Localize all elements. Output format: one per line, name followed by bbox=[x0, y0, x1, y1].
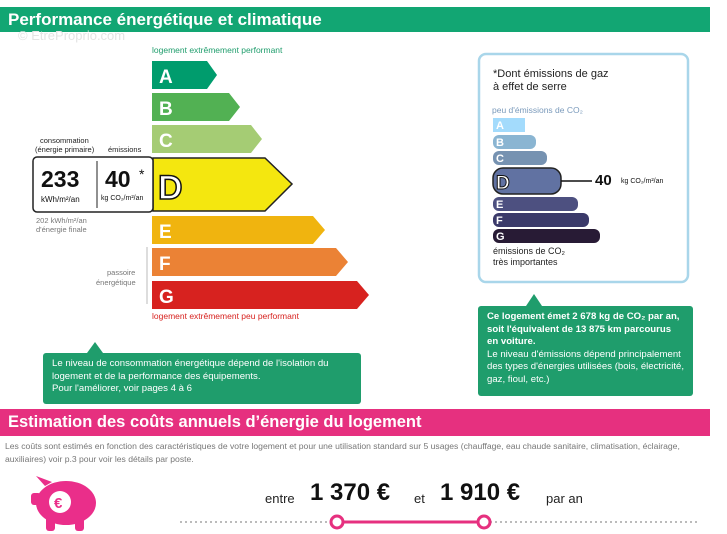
note-pointer bbox=[526, 294, 542, 306]
ges-bar bbox=[493, 118, 525, 132]
emissions-note: Ce logement émet 2 678 kg de CO₂ par an,… bbox=[478, 306, 693, 396]
ges-letter: F bbox=[496, 215, 503, 227]
class-letter: F bbox=[159, 254, 171, 275]
final-energy-caption: d'énergie finale bbox=[36, 225, 87, 234]
cost-word: et bbox=[414, 491, 425, 506]
ges-letter: G bbox=[496, 231, 505, 243]
value-box bbox=[32, 156, 154, 213]
energy-bars bbox=[32, 61, 369, 309]
caption: consommation bbox=[40, 136, 89, 145]
svg-text:€: € bbox=[54, 495, 63, 512]
ges-bar bbox=[493, 213, 589, 227]
ges-bar bbox=[493, 151, 547, 165]
class-letter: B bbox=[159, 99, 173, 120]
emissions-unit: kg CO₂/m²/an bbox=[101, 195, 144, 202]
class-bar bbox=[152, 61, 217, 89]
ges-bar bbox=[493, 197, 578, 211]
emissions-value: 40 bbox=[105, 166, 131, 192]
class-letter: E bbox=[159, 222, 172, 243]
note-pointer bbox=[87, 342, 103, 353]
class-bar bbox=[152, 125, 262, 153]
ges-letter: C bbox=[496, 153, 504, 165]
header-title: Performance énergétique et climatique bbox=[8, 10, 322, 29]
ges-letter: B bbox=[496, 137, 504, 149]
class-letter: C bbox=[159, 131, 173, 152]
costs-title: Estimation des coûts annuels d’énergie d… bbox=[8, 413, 422, 431]
range-dot bbox=[329, 514, 345, 530]
range-dot bbox=[476, 514, 492, 530]
class-letter: G bbox=[159, 287, 174, 308]
note-text: Le niveau d'émissions dépend principalem… bbox=[487, 348, 684, 385]
piggy-icon: € bbox=[31, 476, 96, 531]
header-bar bbox=[0, 7, 710, 32]
emissions-star: * bbox=[139, 166, 145, 182]
consumption-value: 233 bbox=[41, 166, 80, 192]
ges-letter-current: D bbox=[496, 173, 510, 194]
top-label: logement extrêmement performant bbox=[152, 45, 283, 55]
ges-value: 40 bbox=[595, 172, 612, 189]
passoire: passoire bbox=[107, 268, 136, 277]
class-letter-current: D bbox=[158, 169, 183, 207]
class-bar bbox=[152, 93, 240, 121]
final-energy: 202 kWh/m²/an bbox=[36, 216, 87, 225]
class-letter: A bbox=[159, 67, 173, 88]
caption: (énergie primaire) bbox=[35, 145, 95, 154]
ges-bar bbox=[493, 229, 600, 243]
ges-bottom-label: émissions de CO₂ bbox=[493, 246, 566, 256]
ges-top-label: peu d'émissions de CO₂ bbox=[492, 105, 583, 115]
class-bar bbox=[152, 216, 325, 244]
watermark: © EtreProprio.com bbox=[18, 28, 126, 43]
ges-title: à effet de serre bbox=[493, 81, 567, 93]
class-bar bbox=[152, 248, 348, 276]
consumption-unit: kWh/m²/an bbox=[41, 195, 80, 204]
note-text: Le niveau de consommation énergétique dé… bbox=[52, 358, 329, 382]
ges-title: *Dont émissions de gaz bbox=[493, 68, 609, 80]
ges-letter: A bbox=[496, 120, 504, 132]
caption: émissions bbox=[108, 145, 142, 154]
bottom-label: logement extrêmement peu performant bbox=[152, 311, 299, 321]
ges-bottom-label: très importantes bbox=[493, 257, 558, 267]
costs-description: Les coûts sont estimés en fonction des c… bbox=[5, 441, 680, 464]
note-text-bold: Ce logement émet 2 678 kg de CO₂ par an,… bbox=[487, 311, 680, 347]
ges-bar bbox=[493, 135, 536, 149]
cost-high: 1 910 € bbox=[440, 479, 521, 506]
class-bar bbox=[152, 281, 369, 309]
passoire: énergétique bbox=[96, 278, 136, 287]
note-text: Pour l'améliorer, voir pages 4 à 6 bbox=[52, 383, 192, 394]
cost-low: 1 370 € bbox=[310, 479, 391, 506]
header-bar bbox=[0, 409, 710, 436]
cost-word: entre bbox=[265, 491, 295, 506]
cost-word: par an bbox=[546, 491, 583, 506]
ges-unit: kg CO₂/m²/an bbox=[621, 178, 664, 185]
energy-note: Le niveau de consommation énergétique dé… bbox=[43, 353, 361, 404]
ges-letter: E bbox=[496, 199, 503, 211]
